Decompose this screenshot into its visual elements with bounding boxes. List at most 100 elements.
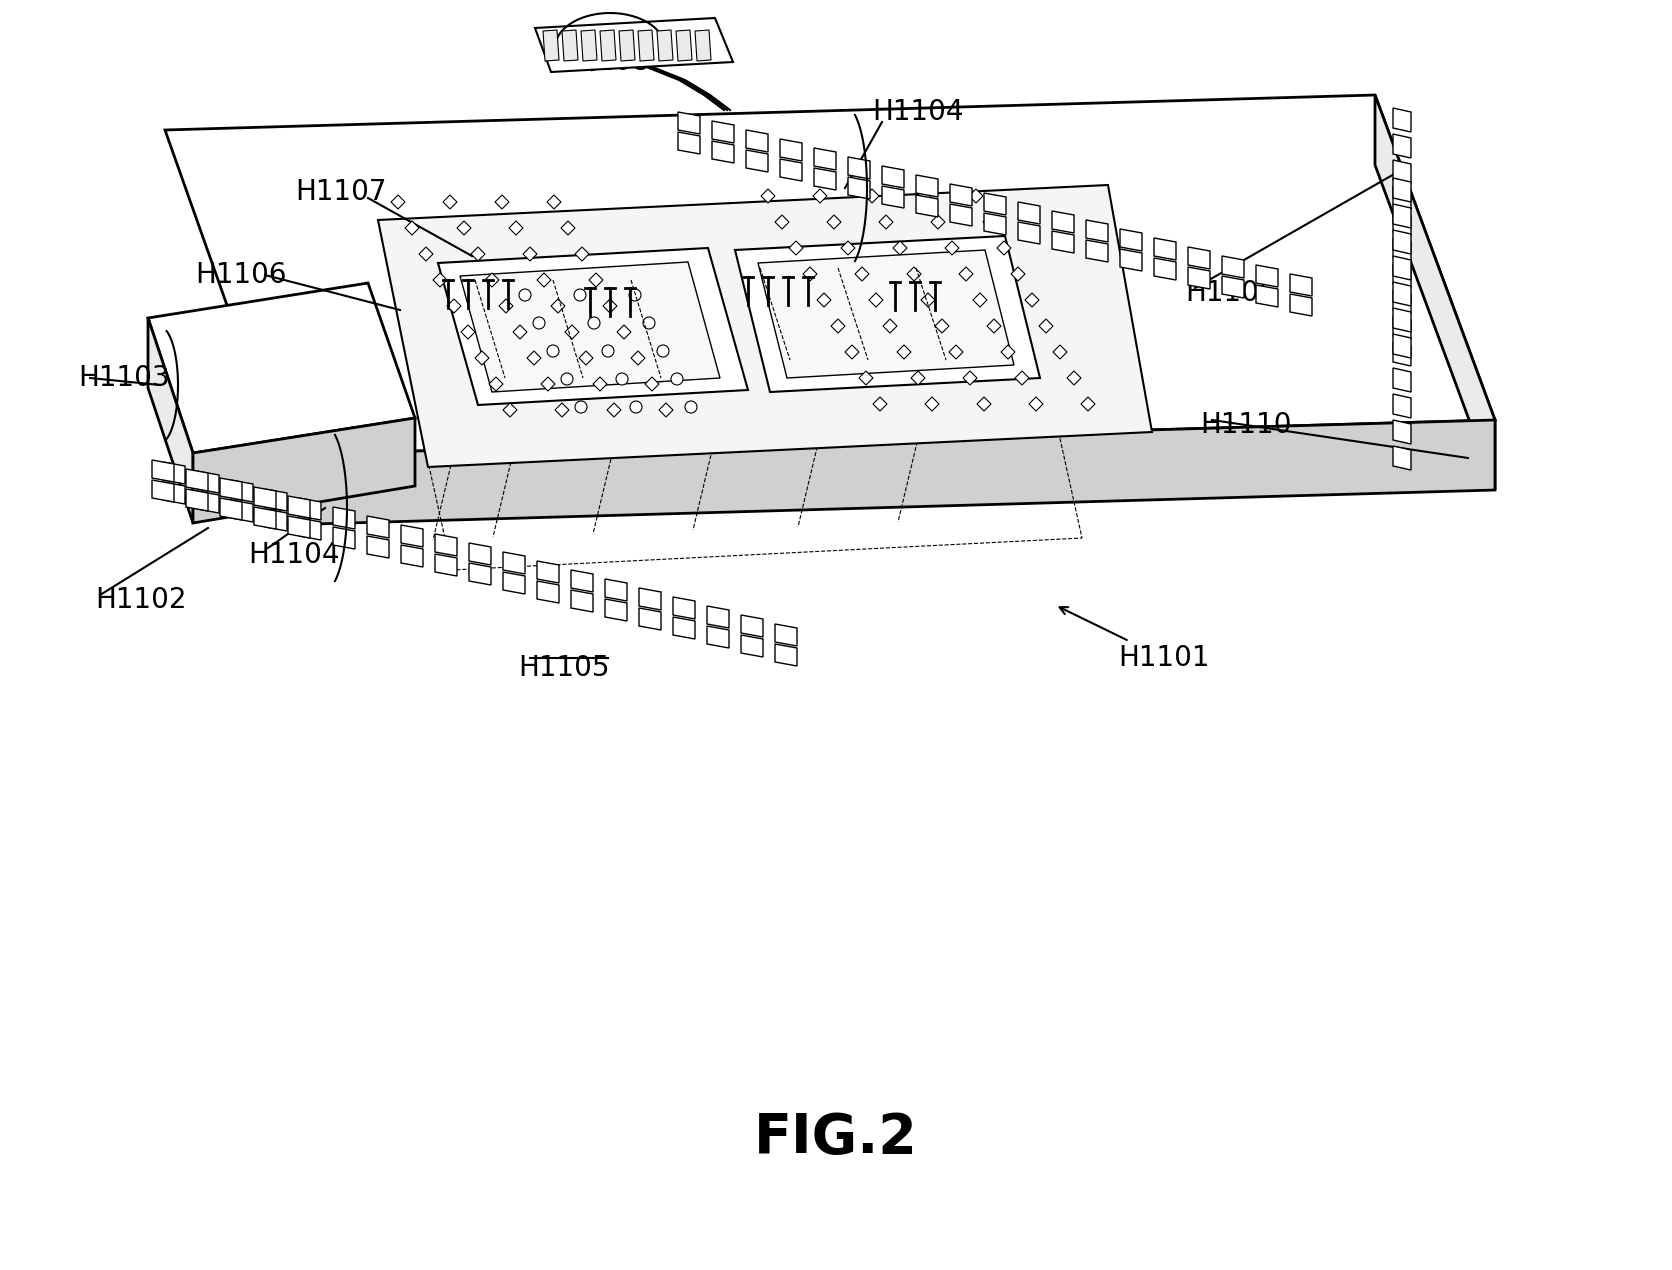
- Polygon shape: [605, 599, 627, 621]
- Polygon shape: [231, 500, 252, 522]
- Polygon shape: [503, 403, 517, 417]
- Polygon shape: [844, 345, 859, 359]
- Polygon shape: [1393, 264, 1411, 288]
- Polygon shape: [470, 544, 492, 565]
- Polygon shape: [828, 215, 841, 229]
- Polygon shape: [435, 533, 456, 556]
- Polygon shape: [405, 221, 420, 235]
- Polygon shape: [813, 189, 828, 203]
- Polygon shape: [288, 516, 309, 538]
- Circle shape: [575, 401, 587, 413]
- Polygon shape: [1393, 446, 1411, 470]
- Polygon shape: [776, 215, 789, 229]
- Polygon shape: [1012, 267, 1025, 281]
- Polygon shape: [604, 298, 617, 312]
- Polygon shape: [916, 196, 938, 217]
- Polygon shape: [741, 635, 762, 657]
- Polygon shape: [1189, 246, 1211, 269]
- Circle shape: [573, 290, 585, 301]
- Polygon shape: [639, 30, 654, 61]
- Polygon shape: [639, 588, 660, 610]
- Polygon shape: [391, 196, 405, 210]
- Polygon shape: [221, 478, 242, 500]
- Polygon shape: [443, 196, 456, 210]
- Polygon shape: [254, 486, 276, 509]
- Polygon shape: [572, 570, 594, 592]
- Polygon shape: [630, 351, 645, 364]
- Polygon shape: [1052, 211, 1073, 232]
- Text: H1107: H1107: [294, 178, 386, 206]
- Polygon shape: [562, 221, 575, 235]
- Polygon shape: [542, 377, 555, 391]
- Polygon shape: [264, 509, 288, 531]
- Polygon shape: [696, 30, 711, 61]
- Polygon shape: [736, 236, 1040, 392]
- Polygon shape: [985, 213, 1007, 235]
- Circle shape: [686, 401, 697, 413]
- Polygon shape: [166, 95, 1495, 455]
- Polygon shape: [231, 480, 252, 502]
- Polygon shape: [527, 351, 542, 364]
- Polygon shape: [659, 403, 674, 417]
- Polygon shape: [1393, 204, 1411, 229]
- Polygon shape: [1393, 230, 1411, 254]
- Polygon shape: [781, 159, 803, 182]
- Polygon shape: [333, 507, 354, 530]
- Polygon shape: [1393, 257, 1411, 279]
- Polygon shape: [472, 246, 485, 262]
- Polygon shape: [1087, 240, 1109, 262]
- Polygon shape: [197, 471, 219, 493]
- Polygon shape: [366, 516, 390, 538]
- Polygon shape: [916, 175, 938, 197]
- Polygon shape: [973, 293, 986, 307]
- Polygon shape: [264, 489, 288, 511]
- Polygon shape: [149, 283, 415, 453]
- Polygon shape: [186, 489, 207, 511]
- Polygon shape: [761, 189, 776, 203]
- Polygon shape: [461, 325, 475, 339]
- Polygon shape: [594, 377, 607, 391]
- Polygon shape: [707, 606, 729, 627]
- Polygon shape: [896, 345, 911, 359]
- Polygon shape: [950, 204, 971, 226]
- Polygon shape: [535, 18, 732, 72]
- Polygon shape: [420, 246, 433, 262]
- Polygon shape: [921, 293, 935, 307]
- Text: FIG.2: FIG.2: [754, 1111, 918, 1165]
- Polygon shape: [485, 273, 498, 287]
- Polygon shape: [1256, 284, 1277, 307]
- Polygon shape: [776, 644, 798, 665]
- Polygon shape: [883, 166, 905, 188]
- Polygon shape: [162, 483, 186, 504]
- Circle shape: [630, 401, 642, 413]
- Polygon shape: [1393, 368, 1411, 392]
- Polygon shape: [435, 554, 456, 577]
- Polygon shape: [1002, 345, 1015, 359]
- Polygon shape: [925, 398, 940, 411]
- Polygon shape: [741, 615, 762, 638]
- Polygon shape: [1393, 334, 1411, 358]
- Polygon shape: [1222, 276, 1244, 298]
- Polygon shape: [712, 121, 734, 144]
- Polygon shape: [1067, 371, 1082, 385]
- Polygon shape: [508, 221, 523, 235]
- Polygon shape: [950, 184, 971, 206]
- Polygon shape: [1087, 220, 1109, 243]
- Polygon shape: [299, 518, 321, 540]
- Polygon shape: [873, 398, 888, 411]
- Polygon shape: [513, 325, 527, 339]
- Polygon shape: [254, 507, 276, 530]
- Polygon shape: [1120, 229, 1142, 251]
- Polygon shape: [997, 241, 1012, 255]
- Text: H1106: H1106: [196, 262, 286, 290]
- Text: H1104: H1104: [247, 541, 339, 569]
- Polygon shape: [707, 626, 729, 648]
- Polygon shape: [401, 545, 423, 566]
- Polygon shape: [848, 177, 869, 199]
- Polygon shape: [149, 318, 192, 523]
- Circle shape: [602, 345, 614, 357]
- Polygon shape: [1393, 160, 1411, 184]
- Polygon shape: [879, 215, 893, 229]
- Polygon shape: [1393, 178, 1411, 202]
- Polygon shape: [1291, 274, 1313, 296]
